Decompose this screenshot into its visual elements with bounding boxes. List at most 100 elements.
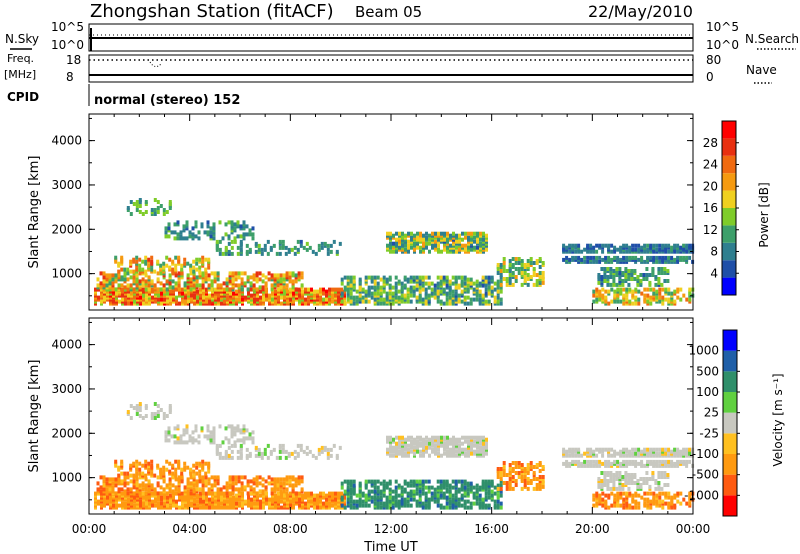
power-cell (275, 251, 279, 256)
velocity-cell (597, 477, 601, 481)
power-cell (160, 297, 163, 302)
velocity-cell (616, 491, 620, 496)
power-cell (541, 280, 545, 285)
velocity-cell (294, 477, 298, 482)
velocity-cell (490, 479, 494, 484)
power-cell (185, 236, 189, 241)
velocity-cell (373, 501, 377, 506)
power-cell (164, 234, 168, 239)
velocity-cell (176, 440, 180, 445)
power-cell (203, 230, 207, 235)
velocity-cell (207, 469, 211, 474)
power-cell (413, 233, 416, 238)
power-cell (523, 271, 527, 275)
velocity-cell (427, 497, 431, 502)
power-cell (424, 287, 428, 292)
power-cell (144, 210, 148, 214)
velocity-cell (391, 495, 395, 500)
power-cell (508, 277, 512, 281)
velocity-cell (120, 487, 124, 492)
power-cell (439, 289, 443, 294)
power-cell (445, 297, 449, 302)
velocity-cell (189, 467, 193, 472)
power-cell (144, 255, 148, 260)
power-cell (658, 295, 662, 300)
power-cell (291, 271, 295, 276)
power-cell (514, 267, 518, 271)
freq-label: Freq. (7, 52, 34, 65)
power-cell (529, 275, 533, 279)
power-cell (326, 247, 330, 252)
power-cell (240, 277, 244, 282)
velocity-cell (255, 491, 259, 496)
velocity-cell (464, 439, 467, 444)
power-cell (370, 275, 374, 280)
power-cell (376, 291, 380, 296)
velocity-cell (624, 471, 628, 475)
velocity-cell (288, 479, 292, 484)
power-cell (473, 239, 476, 244)
power-cell (243, 281, 247, 286)
velocity-cell (334, 491, 337, 496)
power-cell (246, 287, 250, 292)
time-axis-label: Time UT (363, 540, 417, 554)
power-cell (612, 269, 616, 273)
power-cell (589, 255, 593, 260)
power-cell (188, 230, 192, 235)
velocity-cell (643, 491, 647, 496)
power-cell (135, 267, 139, 272)
power-cell (126, 206, 130, 210)
power-cell (472, 287, 476, 292)
power-cell (167, 226, 171, 231)
velocity-cell (651, 471, 655, 475)
velocity-cell (577, 447, 581, 452)
velocity-cell (606, 471, 610, 475)
power-cell (663, 271, 667, 275)
power-cell (144, 287, 148, 292)
power-cell (300, 271, 304, 276)
velocity-cell (197, 440, 201, 445)
power-cell (300, 275, 304, 280)
power-cell (622, 287, 626, 292)
velocity-cell (361, 503, 365, 508)
power-cell (622, 301, 626, 306)
power-cell (179, 230, 183, 235)
velocity-cell (523, 475, 527, 479)
power-cell (132, 287, 136, 292)
power-cell (129, 269, 133, 274)
power-cell (621, 271, 625, 275)
power-cell (446, 231, 449, 236)
power-cell (259, 295, 262, 300)
power-cell (660, 267, 664, 271)
velocity-cell (421, 487, 425, 492)
velocity-cell (200, 426, 204, 431)
velocity-cell (346, 479, 350, 484)
velocity-cell (246, 479, 250, 484)
power-cell (382, 279, 386, 284)
velocity-cell (428, 445, 431, 450)
velocity-cell (667, 495, 671, 500)
power-cell (296, 239, 300, 244)
power-cell (577, 243, 581, 248)
velocity-cell (165, 491, 169, 496)
velocity-cell (660, 475, 664, 479)
power-cell (478, 289, 482, 294)
power-cell (207, 283, 211, 288)
velocity-cell (288, 475, 292, 480)
power-cell (261, 273, 265, 278)
velocity-cell (206, 428, 210, 433)
power-cell (688, 255, 692, 260)
velocity-cell (230, 443, 234, 448)
velocity-cell (457, 501, 461, 506)
velocity-cell (314, 455, 318, 460)
velocity-colorbar-swatch (723, 412, 737, 434)
power-colorbar-tick: 24 (703, 158, 718, 172)
velocity-cell (658, 499, 662, 504)
velocity-cell (649, 491, 653, 496)
power-cell (379, 301, 383, 306)
power-cell (661, 255, 665, 260)
power-cell (466, 295, 470, 300)
power-cell (413, 241, 416, 246)
velocity-colorbar-tick: 100 (696, 385, 719, 399)
velocity-cell (326, 447, 330, 452)
